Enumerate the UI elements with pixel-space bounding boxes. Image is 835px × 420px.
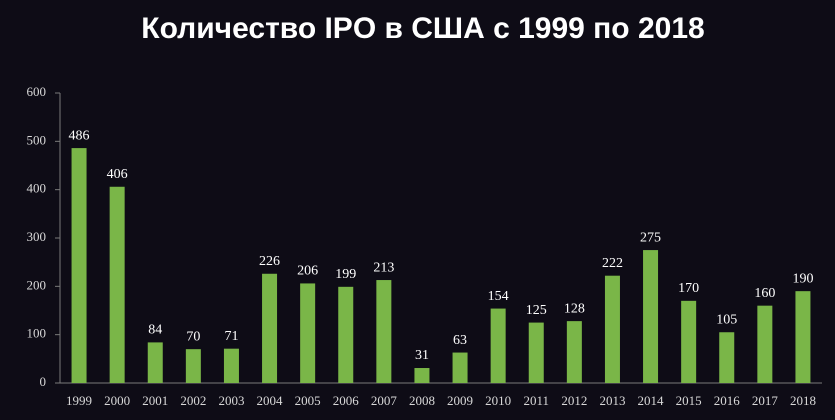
bar <box>757 305 773 383</box>
bar <box>185 349 201 383</box>
x-tick-label: 2000 <box>104 393 130 408</box>
x-tick-label: 2018 <box>790 393 816 408</box>
value-label: 154 <box>488 289 509 304</box>
value-label: 213 <box>373 260 394 275</box>
y-tick-label: 500 <box>27 132 47 147</box>
y-tick-label: 0 <box>40 374 47 389</box>
bar <box>528 322 544 383</box>
value-label: 170 <box>678 281 699 296</box>
bar <box>490 308 506 383</box>
y-tick-label: 100 <box>27 326 47 341</box>
x-tick-label: 2008 <box>409 393 435 408</box>
x-tick-label: 2009 <box>447 393 473 408</box>
x-tick-label: 2004 <box>257 393 284 408</box>
bar <box>452 352 468 383</box>
x-tick-label: 2014 <box>638 393 665 408</box>
bar <box>300 283 316 383</box>
bar <box>262 273 278 383</box>
bar <box>604 275 620 383</box>
value-label: 71 <box>224 329 238 344</box>
bar <box>414 368 430 383</box>
value-label: 226 <box>259 254 280 269</box>
bar <box>681 300 697 383</box>
value-label: 486 <box>69 128 90 143</box>
value-label: 160 <box>754 286 775 301</box>
value-label: 63 <box>453 333 467 348</box>
x-tick-label: 2013 <box>599 393 625 408</box>
bar <box>223 348 239 383</box>
x-tick-label: 2016 <box>714 393 741 408</box>
x-tick-label: 2002 <box>180 393 206 408</box>
bar <box>795 291 811 383</box>
value-label: 206 <box>297 264 318 279</box>
value-label: 70 <box>186 329 200 344</box>
bar <box>719 332 735 383</box>
bar <box>147 342 163 383</box>
bar <box>71 148 87 383</box>
y-tick-label: 200 <box>27 277 47 292</box>
x-tick-label: 2003 <box>218 393 244 408</box>
x-tick-label: 2007 <box>371 393 398 408</box>
bar <box>376 280 392 383</box>
value-label: 84 <box>148 323 162 338</box>
y-tick-label: 400 <box>27 181 47 196</box>
x-tick-label: 2005 <box>295 393 321 408</box>
bar <box>643 250 659 383</box>
chart-title: Количество IPO в США с 1999 по 2018 <box>141 12 704 45</box>
x-tick-label: 1999 <box>66 393 92 408</box>
value-label: 406 <box>107 167 128 182</box>
x-tick-label: 2015 <box>676 393 702 408</box>
value-label: 105 <box>716 312 737 327</box>
value-label: 190 <box>792 271 813 286</box>
x-tick-label: 2006 <box>333 393 360 408</box>
bar <box>109 186 125 383</box>
x-tick-label: 2011 <box>523 393 549 408</box>
y-tick-label: 300 <box>27 229 47 244</box>
value-label: 125 <box>526 303 547 318</box>
bar <box>566 321 582 383</box>
value-label: 199 <box>335 267 356 282</box>
bar <box>338 286 354 383</box>
x-tick-label: 2017 <box>752 393 779 408</box>
value-label: 275 <box>640 230 661 245</box>
value-label: 222 <box>602 256 623 271</box>
value-label: 128 <box>564 301 585 316</box>
x-tick-label: 2012 <box>561 393 587 408</box>
x-tick-label: 2010 <box>485 393 511 408</box>
value-label: 31 <box>415 348 429 363</box>
y-tick-label: 600 <box>27 84 47 99</box>
x-tick-label: 2001 <box>142 393 168 408</box>
